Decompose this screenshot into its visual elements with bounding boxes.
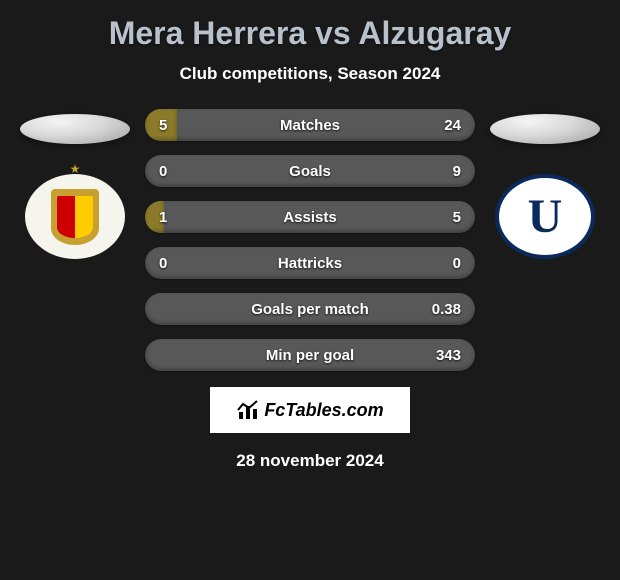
stat-value-left: 1 [159, 209, 167, 226]
left-club-crest: ★ [25, 174, 125, 259]
page-subtitle: Club competitions, Season 2024 [20, 64, 600, 84]
stat-value-right: 5 [453, 209, 461, 226]
left-column: ★ [20, 109, 130, 259]
brand-text: FcTables.com [264, 400, 383, 421]
stat-value-left: 0 [159, 163, 167, 180]
stats-column: 5 Matches 24 0 Goals 9 1 Assists 5 0 Hattricks 0 Goa… [145, 109, 475, 371]
stat-row: 5 Matches 24 [145, 109, 475, 141]
comparison-content: ★ 5 Matches 24 0 Goals 9 1 Assists 5 0 Hattricks 0 G… [20, 109, 600, 371]
page-title: Mera Herrera vs Alzugaray [20, 15, 600, 52]
crest-letter: U [528, 189, 563, 244]
left-player-avatar [20, 114, 130, 144]
stat-label: Min per goal [266, 347, 354, 364]
stat-label: Goals per match [251, 301, 369, 318]
stat-value-right: 9 [453, 163, 461, 180]
stat-value-right: 24 [444, 117, 461, 134]
stat-value-right: 0.38 [432, 301, 461, 318]
right-club-crest: U [495, 174, 595, 259]
right-player-avatar [490, 114, 600, 144]
stat-value-right: 343 [436, 347, 461, 364]
date-text: 28 november 2024 [20, 451, 600, 471]
stat-value-right: 0 [453, 255, 461, 272]
stat-value-left: 5 [159, 117, 167, 134]
right-column: U [490, 109, 600, 259]
stat-row: 0 Goals 9 [145, 155, 475, 187]
stat-row: 1 Assists 5 [145, 201, 475, 233]
stat-row: Min per goal 343 [145, 339, 475, 371]
stat-label: Assists [283, 209, 336, 226]
stat-label: Hattricks [278, 255, 342, 272]
stat-label: Goals [289, 163, 331, 180]
chart-icon [236, 398, 260, 422]
stat-row: Goals per match 0.38 [145, 293, 475, 325]
stat-value-left: 0 [159, 255, 167, 272]
crest-star-icon: ★ [70, 162, 81, 176]
stat-label: Matches [280, 117, 340, 134]
stat-row: 0 Hattricks 0 [145, 247, 475, 279]
brand-badge[interactable]: FcTables.com [210, 387, 410, 433]
